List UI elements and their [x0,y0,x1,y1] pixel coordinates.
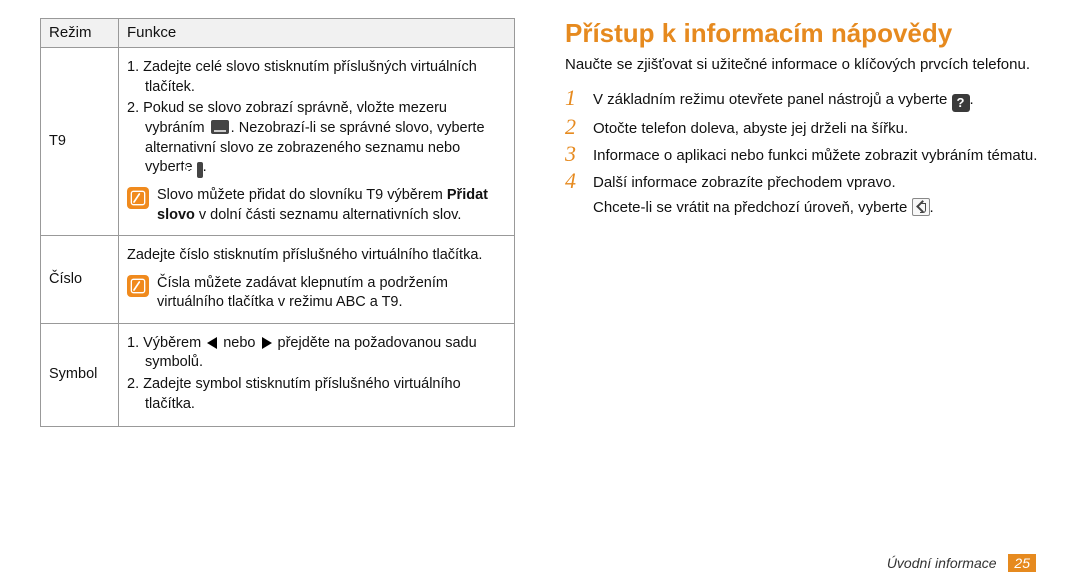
tip-box: Čísla můžete zadávat klepnutím a podržen… [127,274,506,313]
note-icon [127,187,149,209]
row-text: Zadejte číslo stisknutím příslušného vir… [127,246,506,266]
page-heading: Přístup k informacím nápovědy [565,18,1040,49]
row-steps: 1. Zadejte celé slovo stisknutím přísluš… [127,58,506,178]
section-name: Úvodní informace [887,555,997,571]
step-number: 2 [565,116,583,138]
th-func: Funkce [119,19,515,48]
step-text: Informace o aplikaci nebo funkci můžete … [593,143,1040,166]
modes-table: Režim Funkce T9 1. Zadejte celé slovo st… [40,18,515,427]
table-row: T9 1. Zadejte celé slovo stisknutím přís… [41,48,515,236]
triangle-left-icon [207,337,217,349]
note-icon [127,275,149,297]
step: 1. Výběrem nebo přejděte na požadovanou … [127,334,506,373]
row-label: T9 [41,48,119,236]
step-number: 1 [565,87,583,109]
step-text: Otočte telefon doleva, abyste jej drželi… [593,116,1040,139]
step-text: Další informace zobrazíte přechodem vpra… [593,170,1040,193]
steps-list: 1 V základním režimu otevřete panel nástr… [565,87,1040,193]
step-text: V základním režimu otevřete panel nástro… [593,87,1040,112]
row-label: Číslo [41,236,119,324]
page-number: 25 [1008,554,1036,572]
step-number: 4 [565,170,583,192]
space-key-icon [211,120,229,134]
lead-text: Naučte se zjišťovat si užitečné informac… [565,55,1040,75]
triangle-right-icon [262,337,272,349]
th-mode: Režim [41,19,119,48]
step: 1. Zadejte celé slovo stisknutím přísluš… [127,58,506,97]
tip-box: Slovo můžete přidat do slovníku T9 výběr… [127,186,506,225]
step: 2. Zadejte symbol stisknutím příslušného… [127,375,506,414]
row-label: Symbol [41,323,119,426]
table-row: Číslo Zadejte číslo stisknutím příslušné… [41,236,515,324]
back-icon [912,198,930,216]
table-row: Symbol 1. Výběrem nebo přejděte na požad… [41,323,515,426]
step: 2. Pokud se slovo zobrazí správně, vložt… [127,99,506,178]
page-footer: Úvodní informace 25 [887,554,1036,572]
aa-icon: Aa [197,162,203,178]
step-number: 3 [565,143,583,165]
help-icon: ? [952,94,970,112]
sub-step: Chcete-li se vrátit na předchozí úroveň,… [593,197,1040,218]
tip-text: Čísla můžete zadávat klepnutím a podržen… [157,274,506,313]
tip-text: Slovo můžete přidat do slovníku T9 výběr… [157,186,506,225]
row-steps: 1. Výběrem nebo přejděte na požadovanou … [127,334,506,414]
